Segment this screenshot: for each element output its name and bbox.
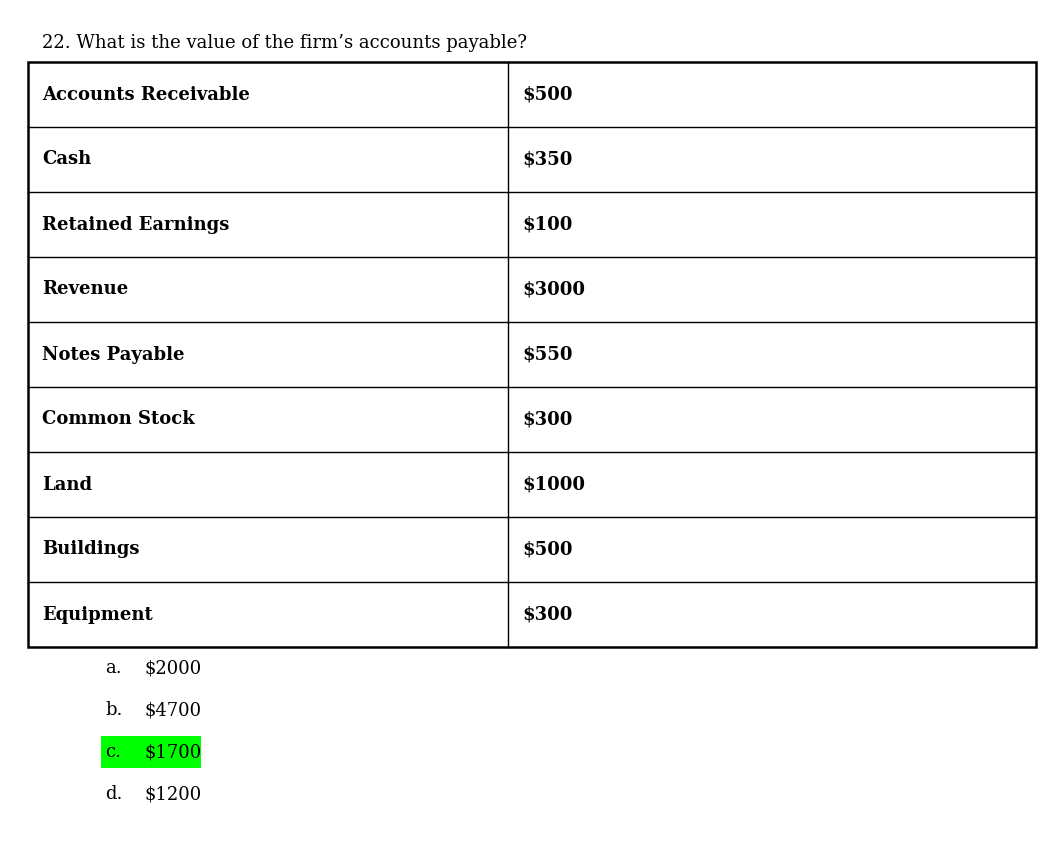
- Text: $3000: $3000: [522, 281, 585, 299]
- Text: Revenue: Revenue: [41, 281, 129, 299]
- Text: 22. What is the value of the firm’s accounts payable?: 22. What is the value of the firm’s acco…: [41, 34, 527, 52]
- Text: $100: $100: [522, 215, 572, 233]
- Text: Retained Earnings: Retained Earnings: [41, 215, 230, 233]
- Bar: [28, 62, 1036, 647]
- Text: $1000: $1000: [522, 475, 585, 493]
- Text: b.: b.: [105, 701, 122, 719]
- Text: $550: $550: [522, 346, 572, 364]
- Text: Land: Land: [41, 475, 93, 493]
- Text: $350: $350: [522, 150, 572, 168]
- Text: $1200: $1200: [145, 785, 202, 803]
- Text: $4700: $4700: [145, 701, 202, 719]
- Text: a.: a.: [105, 659, 121, 677]
- Text: Accounts Receivable: Accounts Receivable: [41, 86, 250, 104]
- Text: Cash: Cash: [41, 150, 92, 168]
- Text: $2000: $2000: [145, 659, 202, 677]
- Text: d.: d.: [105, 785, 122, 803]
- Text: Equipment: Equipment: [41, 606, 153, 624]
- Text: $300: $300: [522, 410, 572, 428]
- Text: Buildings: Buildings: [41, 541, 139, 559]
- Text: $500: $500: [522, 541, 572, 559]
- Text: Common Stock: Common Stock: [41, 410, 195, 428]
- Text: $500: $500: [522, 86, 572, 104]
- Text: c.: c.: [105, 743, 121, 761]
- Text: $1700: $1700: [145, 743, 202, 761]
- Text: $300: $300: [522, 606, 572, 624]
- Bar: [101, 735, 201, 769]
- Text: Notes Payable: Notes Payable: [41, 346, 184, 364]
